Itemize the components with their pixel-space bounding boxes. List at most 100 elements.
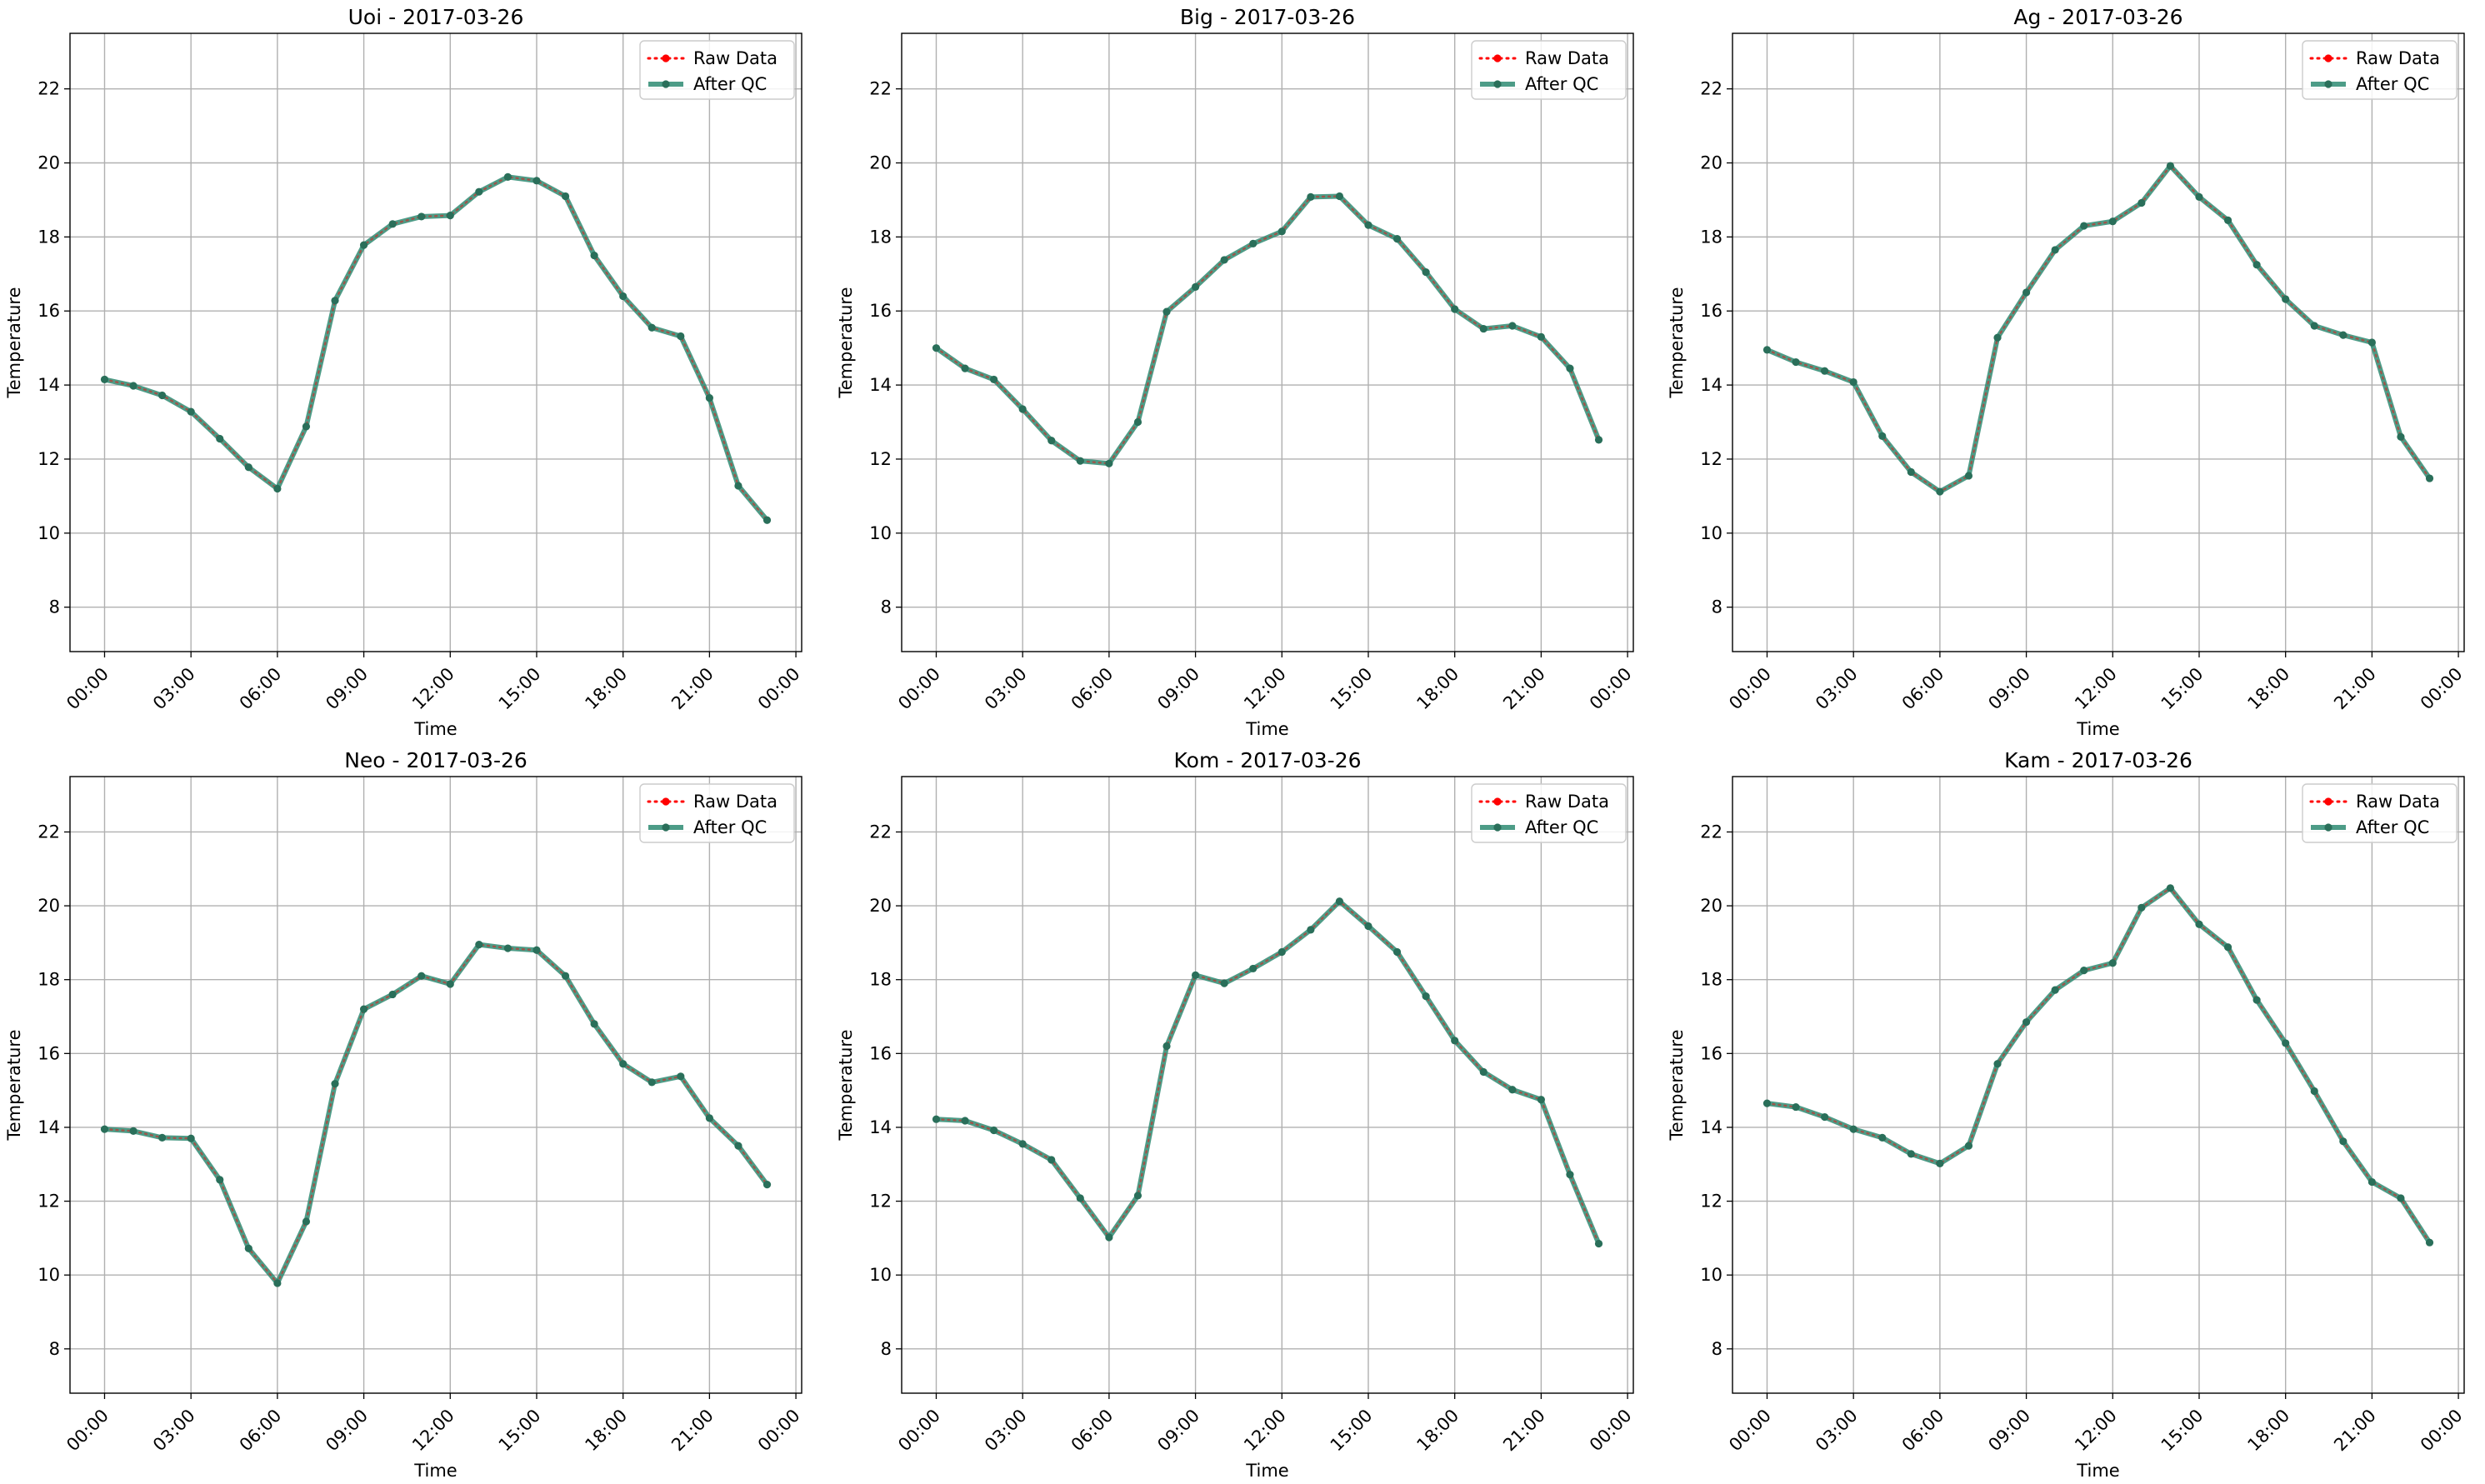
data-point <box>331 297 339 305</box>
x-tick-label: 06:00 <box>1898 1406 1948 1456</box>
data-point <box>1451 1037 1459 1045</box>
subplot-6: 8 10 12 14 16 18 20 22 00:00 03:00 06:00 09:00 12:00… <box>1667 748 2467 1481</box>
chart-title: Kam - 2017-03-26 <box>2004 748 2192 772</box>
y-tick-label: 18 <box>869 227 892 247</box>
legend-label-after-qc: After QC <box>1525 817 1598 837</box>
x-tick-label: 00:00 <box>1586 664 1636 714</box>
data-point <box>388 220 397 228</box>
y-tick-label: 10 <box>38 1265 60 1285</box>
y-tick-label: 12 <box>38 449 60 469</box>
data-point <box>561 972 570 980</box>
data-point <box>1537 1096 1545 1104</box>
x-tick-label: 06:00 <box>236 664 286 714</box>
data-point <box>158 1133 167 1142</box>
axes-frame <box>1732 32 2465 652</box>
y-tick-label: 8 <box>881 597 892 617</box>
data-point <box>187 407 195 416</box>
legend: Raw Data After QC <box>2302 783 2458 843</box>
y-tick-label: 16 <box>38 1043 60 1063</box>
chart-title: Kom - 2017-03-26 <box>1174 748 1362 772</box>
x-tick-label: 18:00 <box>1412 664 1462 714</box>
x-tick-label: 21:00 <box>1499 1406 1549 1456</box>
data-point <box>158 391 167 400</box>
data-point <box>2195 920 2203 928</box>
data-point <box>1105 1233 1113 1242</box>
data-point <box>2310 1087 2318 1096</box>
data-point <box>677 1072 685 1081</box>
y-tick-label: 18 <box>1700 227 1722 247</box>
x-tick-label: 21:00 <box>1499 664 1549 714</box>
data-point <box>1594 436 1603 444</box>
y-tick-label: 22 <box>38 822 60 842</box>
series-line-raw-data <box>1766 164 2431 493</box>
legend-marker-raw-data <box>1493 797 1502 806</box>
data-point <box>1220 256 1228 264</box>
x-tick-label: 00:00 <box>1725 1406 1775 1456</box>
x-axis-label: Time <box>413 1461 457 1481</box>
data-point <box>990 1126 998 1135</box>
data-point <box>677 332 685 341</box>
legend-marker-after-qc <box>1493 80 1502 88</box>
data-point <box>1105 459 1113 467</box>
legend-label-raw-data: Raw Data <box>1525 48 1609 68</box>
y-tick-label: 8 <box>49 597 60 617</box>
x-tick-label: 00:00 <box>2417 664 2467 714</box>
x-tick-label: 12:00 <box>408 1406 458 1456</box>
legend-marker-raw-data <box>1493 54 1502 62</box>
x-axis-label: Time <box>1245 1461 1288 1481</box>
data-point <box>1762 1099 1772 1107</box>
y-tick-label: 10 <box>869 1265 892 1285</box>
data-point <box>1307 926 1315 934</box>
data-point <box>129 382 138 390</box>
legend-marker-after-qc <box>662 80 670 88</box>
y-tick-label: 18 <box>38 227 60 247</box>
data-point <box>1335 192 1344 201</box>
data-point <box>2166 884 2175 892</box>
data-point <box>1762 346 1772 354</box>
data-point <box>1993 333 2002 342</box>
y-tick-label: 22 <box>1700 822 1722 842</box>
x-tick-label: 03:00 <box>149 1406 199 1456</box>
data-point <box>446 980 454 988</box>
series-line-after-qc <box>933 898 1602 1247</box>
legend-label-after-qc: After QC <box>693 817 767 837</box>
x-tick-label: 03:00 <box>1812 664 1862 714</box>
subplot-4: 8 10 12 14 16 18 20 22 00:00 03:00 06:00 09:00 12:00… <box>4 748 804 1481</box>
y-tick-label: 16 <box>38 301 60 321</box>
y-tick-label: 16 <box>1700 301 1722 321</box>
data-point <box>1479 1067 1488 1077</box>
series-line-after-qc <box>102 942 770 1286</box>
data-point <box>2080 222 2088 230</box>
data-point <box>1018 1140 1027 1148</box>
series-line-raw-data <box>103 176 768 522</box>
data-point <box>216 1176 224 1184</box>
x-tick-label: 09:00 <box>1984 664 2034 714</box>
y-tick-label: 12 <box>869 449 892 469</box>
data-point <box>503 944 512 952</box>
x-tick-label: 00:00 <box>2417 1406 2467 1456</box>
data-point <box>619 1060 628 1068</box>
x-tick-label: 18:00 <box>581 1406 631 1456</box>
x-tick-label: 15:00 <box>1327 664 1377 714</box>
y-tick-label: 8 <box>49 1339 60 1359</box>
y-tick-label: 16 <box>1700 1043 1722 1063</box>
y-tick-label: 14 <box>38 375 60 395</box>
y-tick-label: 12 <box>1700 449 1722 469</box>
series-line-after-qc <box>102 174 770 523</box>
x-tick-label: 18:00 <box>2243 1406 2293 1456</box>
y-tick-label: 12 <box>1700 1192 1722 1212</box>
data-point <box>2108 217 2117 226</box>
x-tick-label: 09:00 <box>1984 1406 2034 1456</box>
x-tick-label: 00:00 <box>894 664 944 714</box>
data-point <box>2195 192 2203 201</box>
data-point <box>932 344 941 352</box>
chart-title: Uoi - 2017-03-26 <box>348 5 524 29</box>
y-tick-label: 8 <box>1712 1339 1722 1359</box>
y-tick-label: 22 <box>869 822 892 842</box>
x-tick-label: 18:00 <box>1412 1406 1462 1456</box>
data-point <box>475 187 483 196</box>
y-tick-label: 22 <box>1700 79 1722 99</box>
y-tick-label: 22 <box>38 79 60 99</box>
x-tick-label: 00:00 <box>894 1406 944 1456</box>
